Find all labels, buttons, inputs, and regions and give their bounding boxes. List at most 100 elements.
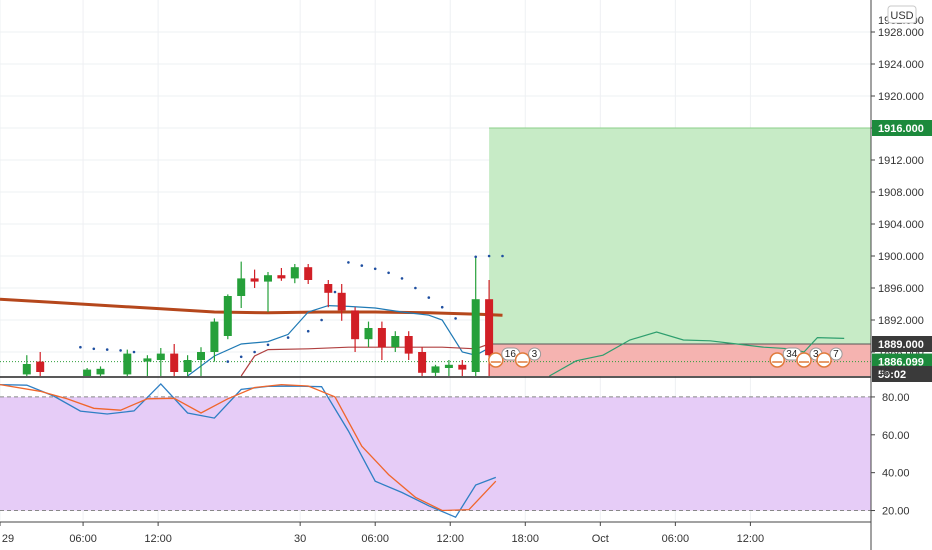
time-tick-label: 12:00 [436, 533, 464, 545]
time-tick-label: 06:00 [662, 533, 690, 545]
candle-body [337, 292, 346, 311]
candle-up[interactable] [431, 364, 440, 376]
price-tag-label: 1916.000 [878, 123, 924, 135]
time-tick-label: 06:00 [361, 533, 389, 545]
event-icon [488, 352, 504, 368]
oscillator-tick-label: 20.00 [882, 506, 910, 518]
psar-dot [440, 305, 444, 309]
event-badge-count: 3 [532, 349, 538, 360]
candle-up[interactable] [364, 321, 373, 348]
event-badge-count: 16 [505, 349, 517, 360]
candle-body [277, 275, 286, 279]
candle-down[interactable] [404, 331, 413, 360]
event-icon [769, 352, 785, 368]
risk-reward-zones[interactable] [0, 127, 871, 376]
price-axis[interactable]: 1928.000 1924.000 1920.000 1916.000 1912.000… [871, 15, 924, 518]
candle-body [197, 352, 205, 360]
psar-dot [306, 329, 310, 333]
price-tag: 1889.000 [872, 336, 932, 352]
candle-up[interactable] [83, 368, 92, 376]
candle-up[interactable] [210, 318, 219, 362]
event-badges[interactable]: 16 3 34 3 7 [488, 347, 843, 368]
candle-down[interactable] [277, 268, 286, 281]
psar-dot [347, 261, 350, 264]
psar-dot [400, 277, 404, 280]
candle-down[interactable] [304, 264, 313, 284]
price-tick-label: 1896.000 [878, 283, 924, 295]
candle-body [264, 275, 272, 282]
candle-up[interactable] [143, 355, 152, 376]
event-badge-count: 3 [813, 349, 819, 360]
candle-up[interactable] [444, 360, 453, 376]
currency-button[interactable]: USD [887, 5, 917, 24]
candle-body [143, 358, 152, 362]
candle-body [96, 368, 105, 375]
psar-dot [387, 271, 390, 275]
psar-dot [427, 296, 431, 299]
candle-down[interactable] [377, 321, 386, 360]
candle-up[interactable] [156, 348, 165, 376]
price-tag-bg [872, 336, 932, 352]
candle-down[interactable] [418, 347, 427, 376]
candle-down[interactable] [36, 352, 45, 376]
candle-up[interactable] [391, 331, 400, 352]
psar-dot [92, 347, 96, 351]
oscillator-tick-label: 60.00 [882, 430, 910, 442]
time-tick-label: 06:00 [69, 533, 97, 545]
currency-button-label: USD [890, 10, 913, 22]
candle-up[interactable] [223, 294, 232, 340]
candles[interactable] [22, 256, 494, 376]
candle-up[interactable] [96, 366, 105, 376]
event-badge-bubble [528, 347, 542, 361]
price-tick-label: 1892.000 [878, 315, 924, 327]
candle-down[interactable] [458, 360, 467, 376]
candle-down[interactable] [337, 284, 346, 321]
candle-up[interactable] [471, 256, 480, 376]
candle-body [290, 267, 299, 279]
candle-up[interactable] [197, 347, 205, 376]
psar-dot [454, 317, 457, 320]
candle-up[interactable] [290, 264, 299, 284]
oscillator-tick-label: 40.00 [882, 468, 910, 480]
candle-body [237, 278, 246, 296]
candle-up[interactable] [183, 355, 192, 376]
candle-body [223, 296, 232, 336]
psar-dot [226, 360, 230, 363]
candle-body [377, 328, 386, 348]
event-badge[interactable]: 34 [769, 347, 802, 368]
target-zone[interactable] [489, 128, 871, 344]
candle-body [471, 299, 480, 372]
candle-body [170, 353, 179, 372]
candle-up[interactable] [237, 261, 246, 308]
projection-line [549, 331, 845, 377]
psar-dot [501, 254, 504, 258]
candle-up[interactable] [22, 355, 31, 376]
candle-body [458, 364, 467, 370]
price-tag: 1886.099 [872, 353, 932, 370]
time-tick-label: 12:00 [144, 533, 172, 545]
time-tick-label: 18:00 [512, 533, 540, 545]
candle-down[interactable] [324, 280, 333, 308]
candle-down[interactable] [170, 344, 179, 376]
psar-dot [286, 336, 290, 339]
time-axis[interactable]: 29 06:00 12:00 30 06:00 12:00 18:00 Oct 06:00 12:… [0, 522, 764, 545]
oscillator-tick-label: 80.00 [882, 392, 910, 404]
time-tick-label: 29 [2, 533, 14, 545]
candle-down[interactable] [250, 269, 259, 288]
price-tick-label: 1912.000 [878, 155, 924, 167]
oscillator-lines [0, 382, 497, 519]
candle-down[interactable] [351, 307, 360, 352]
event-badge[interactable]: 7 [816, 347, 843, 368]
candle-up[interactable] [264, 272, 272, 312]
candle-body [183, 360, 192, 372]
price-tag-bg [872, 120, 932, 136]
price-tick-label: 1924.000 [878, 59, 924, 71]
candle-body [250, 278, 259, 282]
event-badge[interactable]: 16 [488, 347, 521, 368]
psar-dot [487, 254, 491, 258]
event-badge-count: 34 [786, 349, 798, 360]
channel-upper-line [187, 304, 490, 377]
candle-up[interactable] [123, 349, 132, 376]
event-badge[interactable]: 3 [514, 347, 542, 368]
